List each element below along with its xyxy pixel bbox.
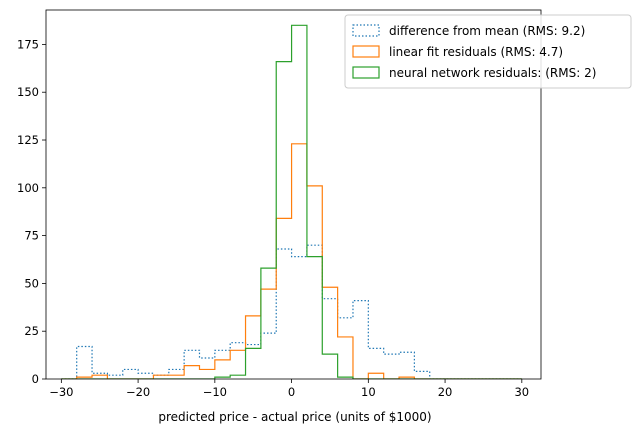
series-2-bin-10 xyxy=(215,360,230,379)
series-3-bin-13 xyxy=(261,268,276,379)
series-3-bin-17 xyxy=(322,354,337,379)
series-3-bin-15 xyxy=(292,25,307,379)
x-tick-label: −10 xyxy=(203,385,227,399)
y-tick-label: 100 xyxy=(17,181,39,195)
y-tick-label: 0 xyxy=(32,372,39,386)
series-1-outline xyxy=(61,244,522,379)
series-3-outline xyxy=(61,24,522,379)
axes-frame xyxy=(45,9,542,380)
legend-label: difference from mean (RMS: 9.2) xyxy=(389,24,585,38)
y-tick-label: 25 xyxy=(24,324,39,338)
series-2-bin-20 xyxy=(368,373,383,379)
plot-area xyxy=(61,24,522,379)
series-1-bin-23 xyxy=(414,371,429,379)
legend-box xyxy=(344,14,632,89)
legend-swatch xyxy=(352,66,380,79)
y-tick-label: 75 xyxy=(24,229,39,243)
y-tick-label: 50 xyxy=(24,276,39,290)
series-1-bin-4 xyxy=(123,369,138,379)
series-3-bin-14 xyxy=(276,62,291,379)
series-1-bin-19 xyxy=(353,301,368,379)
series-3-bin-11 xyxy=(230,375,245,379)
x-tick-label: 10 xyxy=(361,385,376,399)
axes: −30 −20 −10 0 10 20 30 0 25 50 75 100 125 150 175 xyxy=(17,9,542,399)
legend-label: linear fit residuals (RMS: 4.7) xyxy=(389,45,563,59)
series-2-bin-9 xyxy=(199,369,214,379)
series-3-bin-12 xyxy=(246,348,261,379)
legend: difference from mean (RMS: 9.2) linear fi… xyxy=(344,14,632,89)
x-tick-label: 20 xyxy=(438,385,453,399)
legend-swatch xyxy=(352,45,380,58)
x-tick-label: 0 xyxy=(288,385,295,399)
series-2-bin-18 xyxy=(338,337,353,379)
series-1 xyxy=(61,244,522,379)
y-tick-label: 175 xyxy=(17,37,39,51)
y-tick-label: 125 xyxy=(17,133,39,147)
x-tick-label: 30 xyxy=(514,385,529,399)
x-axis-label: predicted price - actual price (units of… xyxy=(158,410,431,424)
series-3-bin-16 xyxy=(307,257,322,379)
x-tick-label: −30 xyxy=(49,385,73,399)
series-2-bin-8 xyxy=(184,366,199,379)
y-tick-label: 150 xyxy=(17,85,39,99)
series-3 xyxy=(61,24,522,379)
x-tick-label: −20 xyxy=(126,385,150,399)
series-1-bin-1 xyxy=(77,346,92,379)
legend-label: neural network residuals: (RMS: 2) xyxy=(389,66,596,80)
series-1-bin-5 xyxy=(138,373,153,379)
series-1-bin-21 xyxy=(384,354,399,379)
legend-swatch xyxy=(352,24,380,37)
series-1-bin-22 xyxy=(399,352,414,379)
